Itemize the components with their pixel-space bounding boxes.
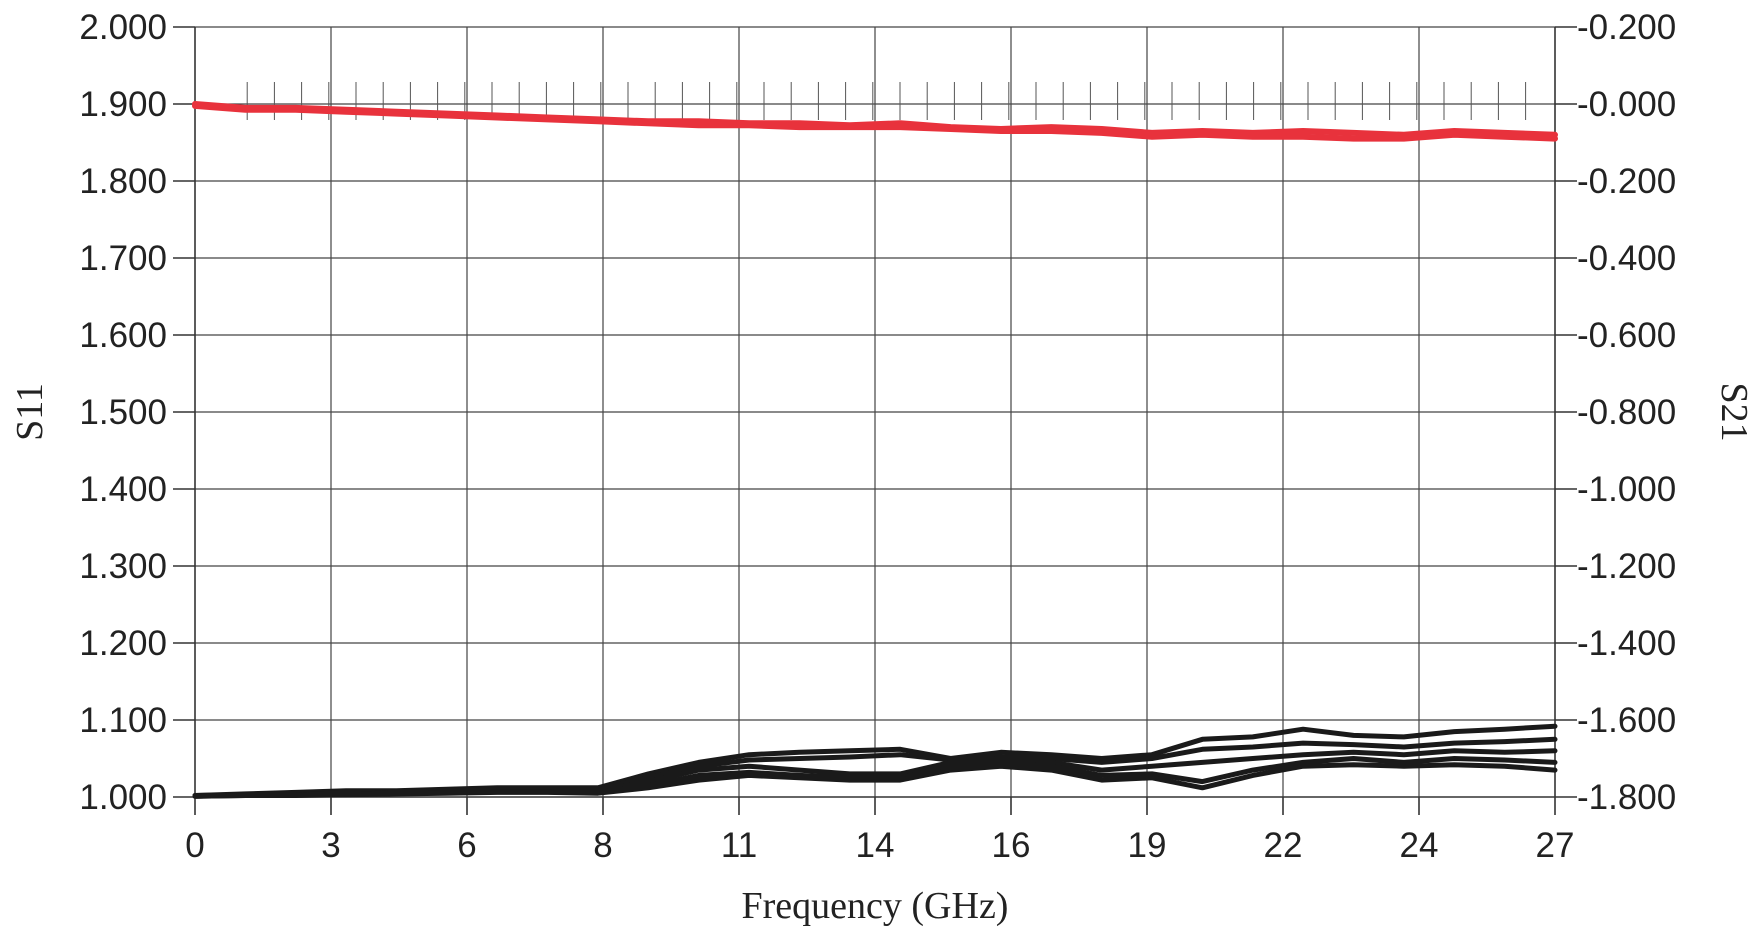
x-tick-label: 14: [856, 826, 895, 865]
y-left-tick-label: 1.300: [79, 547, 167, 586]
x-tick-label: 3: [321, 826, 340, 865]
y-left-tick-label: 1.200: [79, 624, 167, 663]
x-tick-label: 6: [457, 826, 476, 865]
x-tick-label: 11: [721, 826, 757, 865]
x-tick-label: 22: [1264, 826, 1303, 865]
y-right-tick-label: -0.600: [1577, 316, 1676, 355]
y-right-tick-label: -1.800: [1577, 778, 1676, 817]
y-left-tick-label: 2.000: [79, 8, 167, 47]
grid-lines: [195, 26, 1555, 797]
x-tick-label: 27: [1536, 826, 1575, 865]
series-lines: [192, 101, 1558, 799]
y-right-tick-label: -0.200: [1577, 8, 1676, 47]
y-left-tick-label: 1.900: [79, 85, 167, 124]
y-left-tick-label: 1.000: [79, 778, 167, 817]
s21-series-line-1: [192, 102, 1558, 142]
y-right-tick-label: -0.200: [1577, 162, 1676, 201]
y-left-axis-title: S11: [9, 383, 51, 441]
x-tick-label: 8: [593, 826, 612, 865]
s11-series-line-6: [192, 762, 1558, 799]
y-left-tick-label: 1.400: [79, 470, 167, 509]
y-right-tick-label: -1.600: [1577, 701, 1676, 740]
x-tick-label: 16: [992, 826, 1031, 865]
x-tick-label: 0: [185, 826, 204, 865]
y-right-axis-title: S21: [1713, 382, 1754, 441]
axes: [173, 26, 1577, 815]
x-axis-title: Frequency (GHz): [742, 885, 1009, 927]
y-left-tick-label: 1.100: [79, 701, 167, 740]
x-tick-label: 19: [1128, 826, 1167, 865]
y-left-tick-label: 1.500: [79, 393, 167, 432]
y-left-tick-label: 1.600: [79, 316, 167, 355]
y-right-tick-label: -0.000: [1577, 85, 1676, 124]
y-right-tick-label: -1.200: [1577, 547, 1676, 586]
tick-labels: 1.000 -1.800 1.100 -1.600 1.200 -1.400 1.300 -1…: [79, 8, 1676, 865]
y-left-tick-label: 1.800: [79, 162, 167, 201]
y-left-tick-label: 1.700: [79, 239, 167, 278]
y-right-tick-label: -0.800: [1577, 393, 1676, 432]
x-tick-label: 24: [1400, 826, 1439, 865]
y-right-tick-label: -1.400: [1577, 624, 1676, 663]
y-right-tick-label: -0.400: [1577, 239, 1676, 278]
y-right-tick-label: -1.000: [1577, 470, 1676, 509]
